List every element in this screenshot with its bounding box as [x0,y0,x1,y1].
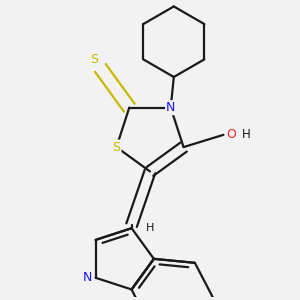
Text: N: N [166,101,175,114]
Text: N: N [83,271,93,284]
Text: S: S [112,141,121,154]
Text: H: H [146,223,154,233]
Text: H: H [242,128,251,141]
Text: S: S [90,53,98,66]
Text: O: O [226,128,236,141]
